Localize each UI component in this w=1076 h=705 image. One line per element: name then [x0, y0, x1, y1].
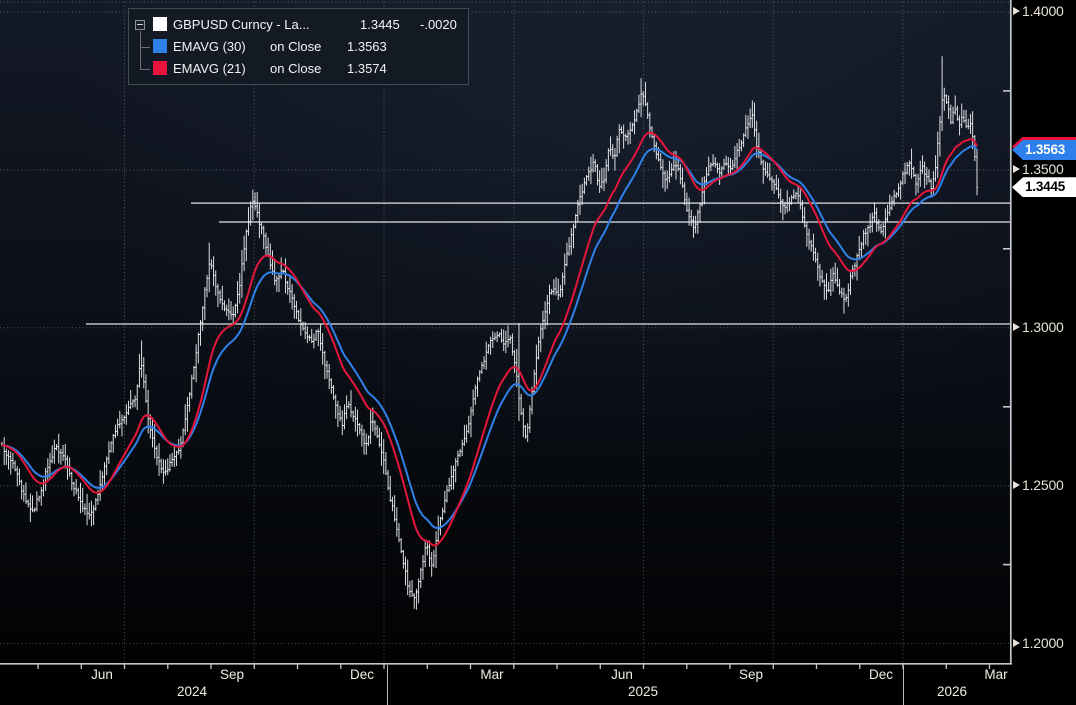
gridlines	[0, 1, 1010, 663]
legend-panel[interactable]: GBPUSD Curncy - La... 1.3445 -.0020 EMAV…	[128, 8, 469, 85]
ema21-name: EMAVG (21)	[173, 60, 246, 76]
legend-row-ema21[interactable]: EMAVG (21) on Close 1.3574	[153, 57, 460, 79]
price-series-change: -.0020	[420, 16, 457, 32]
ohlc-bars	[0, 56, 979, 610]
legend-row-ema30[interactable]: EMAVG (30) on Close 1.3563	[153, 35, 460, 57]
price-series-swatch	[153, 17, 167, 31]
ema21-swatch	[153, 61, 167, 75]
ema21-qualifier: on Close	[270, 60, 322, 76]
legend-tree-line	[140, 31, 141, 70]
plot-glow	[0, 0, 1010, 663]
ema30-value: 1.3563	[347, 38, 387, 54]
ema21-value: 1.3574	[347, 60, 387, 76]
ema30-name: EMAVG (30)	[173, 38, 246, 54]
legend-collapse-icon[interactable]	[135, 20, 145, 30]
trend-lines[interactable]	[86, 202, 1010, 325]
legend-tree-stub-1	[140, 47, 150, 48]
ema30-qualifier: on Close	[270, 38, 322, 54]
legend-row-price[interactable]: GBPUSD Curncy - La... 1.3445 -.0020	[153, 13, 460, 35]
legend-tree-stub-2	[140, 69, 150, 70]
price-series-value: 1.3445	[360, 16, 400, 32]
ema21-line	[1, 131, 978, 547]
ema30-swatch	[153, 39, 167, 53]
axes	[0, 0, 1012, 669]
price-series-name: GBPUSD Curncy - La...	[173, 16, 310, 32]
